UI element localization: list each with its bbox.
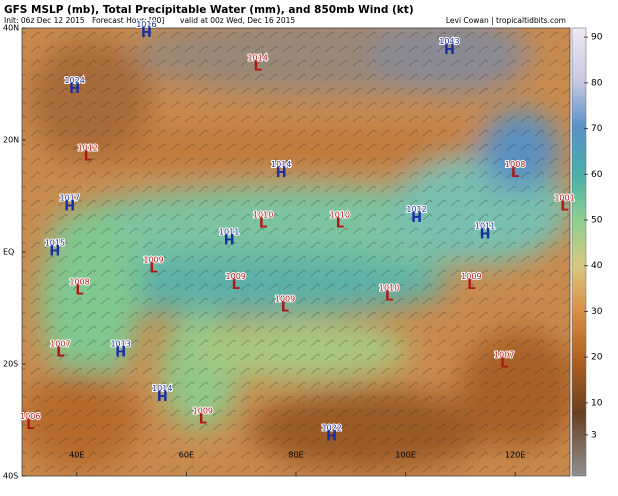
pressure-value: 1009	[143, 255, 163, 264]
pressure-center: H	[157, 390, 168, 405]
pressure-center: L	[253, 60, 261, 75]
pressure-value: 1014	[247, 54, 267, 63]
colorbar-label: 80	[591, 78, 603, 88]
pressure-center: H	[49, 245, 60, 260]
colorbar-label: 40	[591, 261, 603, 271]
pressure-value: 1013	[110, 339, 130, 348]
pressure-center: L	[56, 345, 64, 360]
pressure-center: L	[467, 278, 475, 293]
pressure-value: 1011	[475, 222, 495, 231]
pressure-center: L	[560, 200, 568, 215]
pressure-center: L	[149, 261, 157, 276]
pressure-value: 1043	[439, 37, 459, 46]
lon-label: 80E	[288, 451, 303, 460]
pressure-center: L	[259, 217, 267, 232]
colorbar-label: 30	[591, 307, 603, 317]
pressure-value: 1010	[253, 211, 273, 220]
pressure-value: 1024	[64, 76, 84, 85]
colorbar-label: 20	[591, 353, 603, 363]
pressure-value: 1001	[554, 194, 574, 203]
pressure-center: L	[232, 278, 240, 293]
pressure-value: 1007	[494, 351, 514, 360]
pressure-center: H	[444, 43, 455, 58]
pressure-center: L	[385, 289, 393, 304]
colorbar-label: 60	[591, 170, 603, 180]
pressure-value: 1022	[321, 423, 341, 432]
pressure-value: 1012	[406, 205, 426, 214]
pressure-center: H	[141, 26, 152, 41]
pressure-center: L	[281, 301, 289, 316]
pressure-center: H	[69, 82, 80, 97]
pressure-center: L	[75, 284, 83, 299]
pressure-value: 1016	[136, 20, 156, 29]
pressure-center: L	[26, 418, 34, 433]
pressure-value: 1010	[330, 211, 350, 220]
pressure-center: H	[115, 345, 126, 360]
lat-label: 40N	[3, 24, 19, 33]
colorbar-label: 70	[591, 124, 603, 134]
forecast-hour: Forecast Hour: [90]	[92, 16, 164, 25]
pressure-value: 1009	[461, 272, 481, 281]
valid-time: valid at 00z Wed, Dec 16 2015	[180, 16, 295, 25]
pressure-value: 1015	[45, 239, 65, 248]
pressure-center: L	[199, 413, 207, 428]
colorbar-label: 90	[591, 33, 603, 43]
lon-label: 40E	[69, 451, 84, 460]
pressure-value: 1014	[152, 384, 172, 393]
lon-label: 120E	[505, 451, 525, 460]
pressure-value: 1008	[505, 160, 525, 169]
lat-label: 20S	[3, 360, 18, 369]
pressure-value: 1006	[20, 412, 40, 421]
colorbar-label: 3	[591, 430, 597, 440]
pressure-center: H	[326, 429, 337, 444]
lon-label: 100E	[395, 451, 415, 460]
colorbar	[571, 27, 587, 477]
pressure-value: 1011	[219, 227, 239, 236]
lon-label: 60E	[179, 451, 194, 460]
pressure-value: 1010	[379, 283, 399, 292]
pressure-value: 1008	[69, 278, 89, 287]
pressure-value: 1014	[271, 160, 291, 169]
pressure-value: 1007	[50, 339, 70, 348]
lat-label: EQ	[3, 248, 14, 257]
pressure-value: 1009	[275, 295, 295, 304]
pressure-center: H	[224, 233, 235, 248]
title: GFS MSLP (mb), Total Precipitable Water …	[4, 4, 414, 16]
credit: Levi Cowan | tropicaltidbits.com	[446, 16, 566, 25]
pressure-value: 1012	[78, 143, 98, 152]
pressure-center: H	[276, 166, 287, 181]
pressure-center: L	[336, 217, 344, 232]
lat-label: 40S	[3, 472, 18, 481]
colorbar-label: 10	[591, 398, 603, 408]
pressure-center: H	[480, 228, 491, 243]
pressure-center: L	[511, 166, 519, 181]
colorbar-label: 50	[591, 216, 603, 226]
pressure-center: L	[500, 357, 508, 372]
pressure-value: 1017	[59, 194, 79, 203]
pressure-center: H	[411, 211, 422, 226]
pressure-value: 1009	[193, 407, 213, 416]
tpw-field	[22, 28, 570, 476]
pressure-center: L	[84, 149, 92, 164]
lat-label: 20N	[3, 136, 19, 145]
init: Init: 06z Dec 12 2015	[4, 16, 85, 25]
pressure-value: 1009	[226, 272, 246, 281]
pressure-center: H	[64, 200, 75, 215]
